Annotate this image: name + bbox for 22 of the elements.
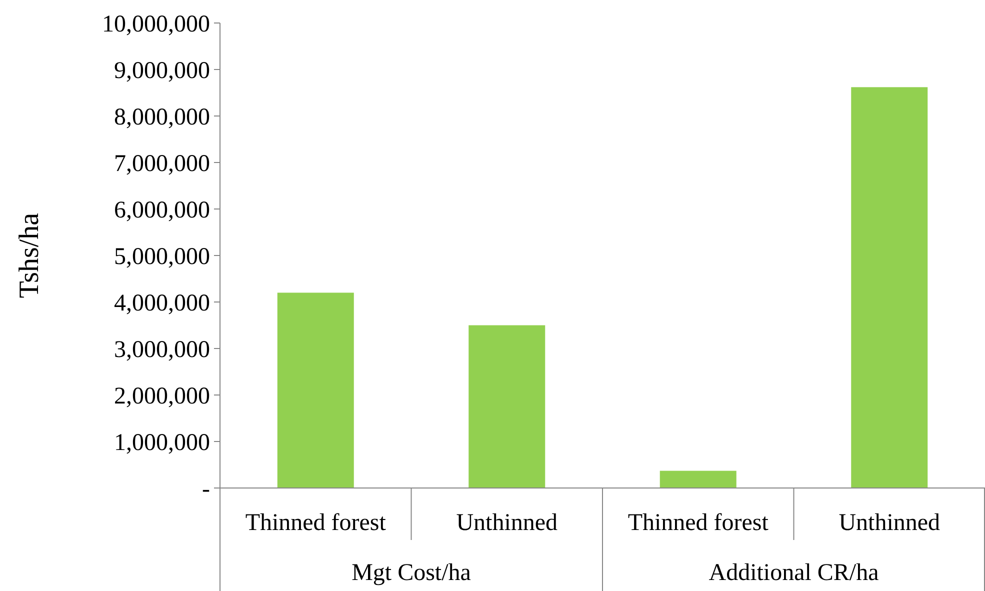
y-tick-label: 8,000,000 xyxy=(114,104,210,130)
y-axis-title: Tshs/ha xyxy=(14,212,45,298)
y-tick-label: 10,000,000 xyxy=(102,11,210,38)
y-tick-label: 5,000,000 xyxy=(114,244,210,270)
x-tick-label: Unthinned xyxy=(838,510,940,536)
y-tick-label: 4,000,000 xyxy=(114,290,210,316)
y-tick-label: 7,000,000 xyxy=(114,150,210,177)
bar xyxy=(277,292,354,488)
y-tick-label: 3,000,000 xyxy=(114,336,210,363)
y-tick-label: 6,000,000 xyxy=(114,197,210,224)
y-tick-label: - xyxy=(202,476,210,502)
bar xyxy=(468,325,546,488)
x-tick-label: Thinned forest xyxy=(245,510,386,536)
x-tick-label: Unthinned xyxy=(456,510,558,536)
y-tick-label: 2,000,000 xyxy=(114,383,210,410)
text: Mgt Cost/ha xyxy=(352,560,472,586)
x-tick-label: Thinned forest xyxy=(628,510,769,536)
y-tick-label: 1,000,000 xyxy=(114,430,210,456)
bar xyxy=(851,87,928,488)
text: Additional CR/ha xyxy=(708,560,880,586)
bar xyxy=(660,470,736,488)
y-tick-label: 9,000,000 xyxy=(114,58,210,84)
